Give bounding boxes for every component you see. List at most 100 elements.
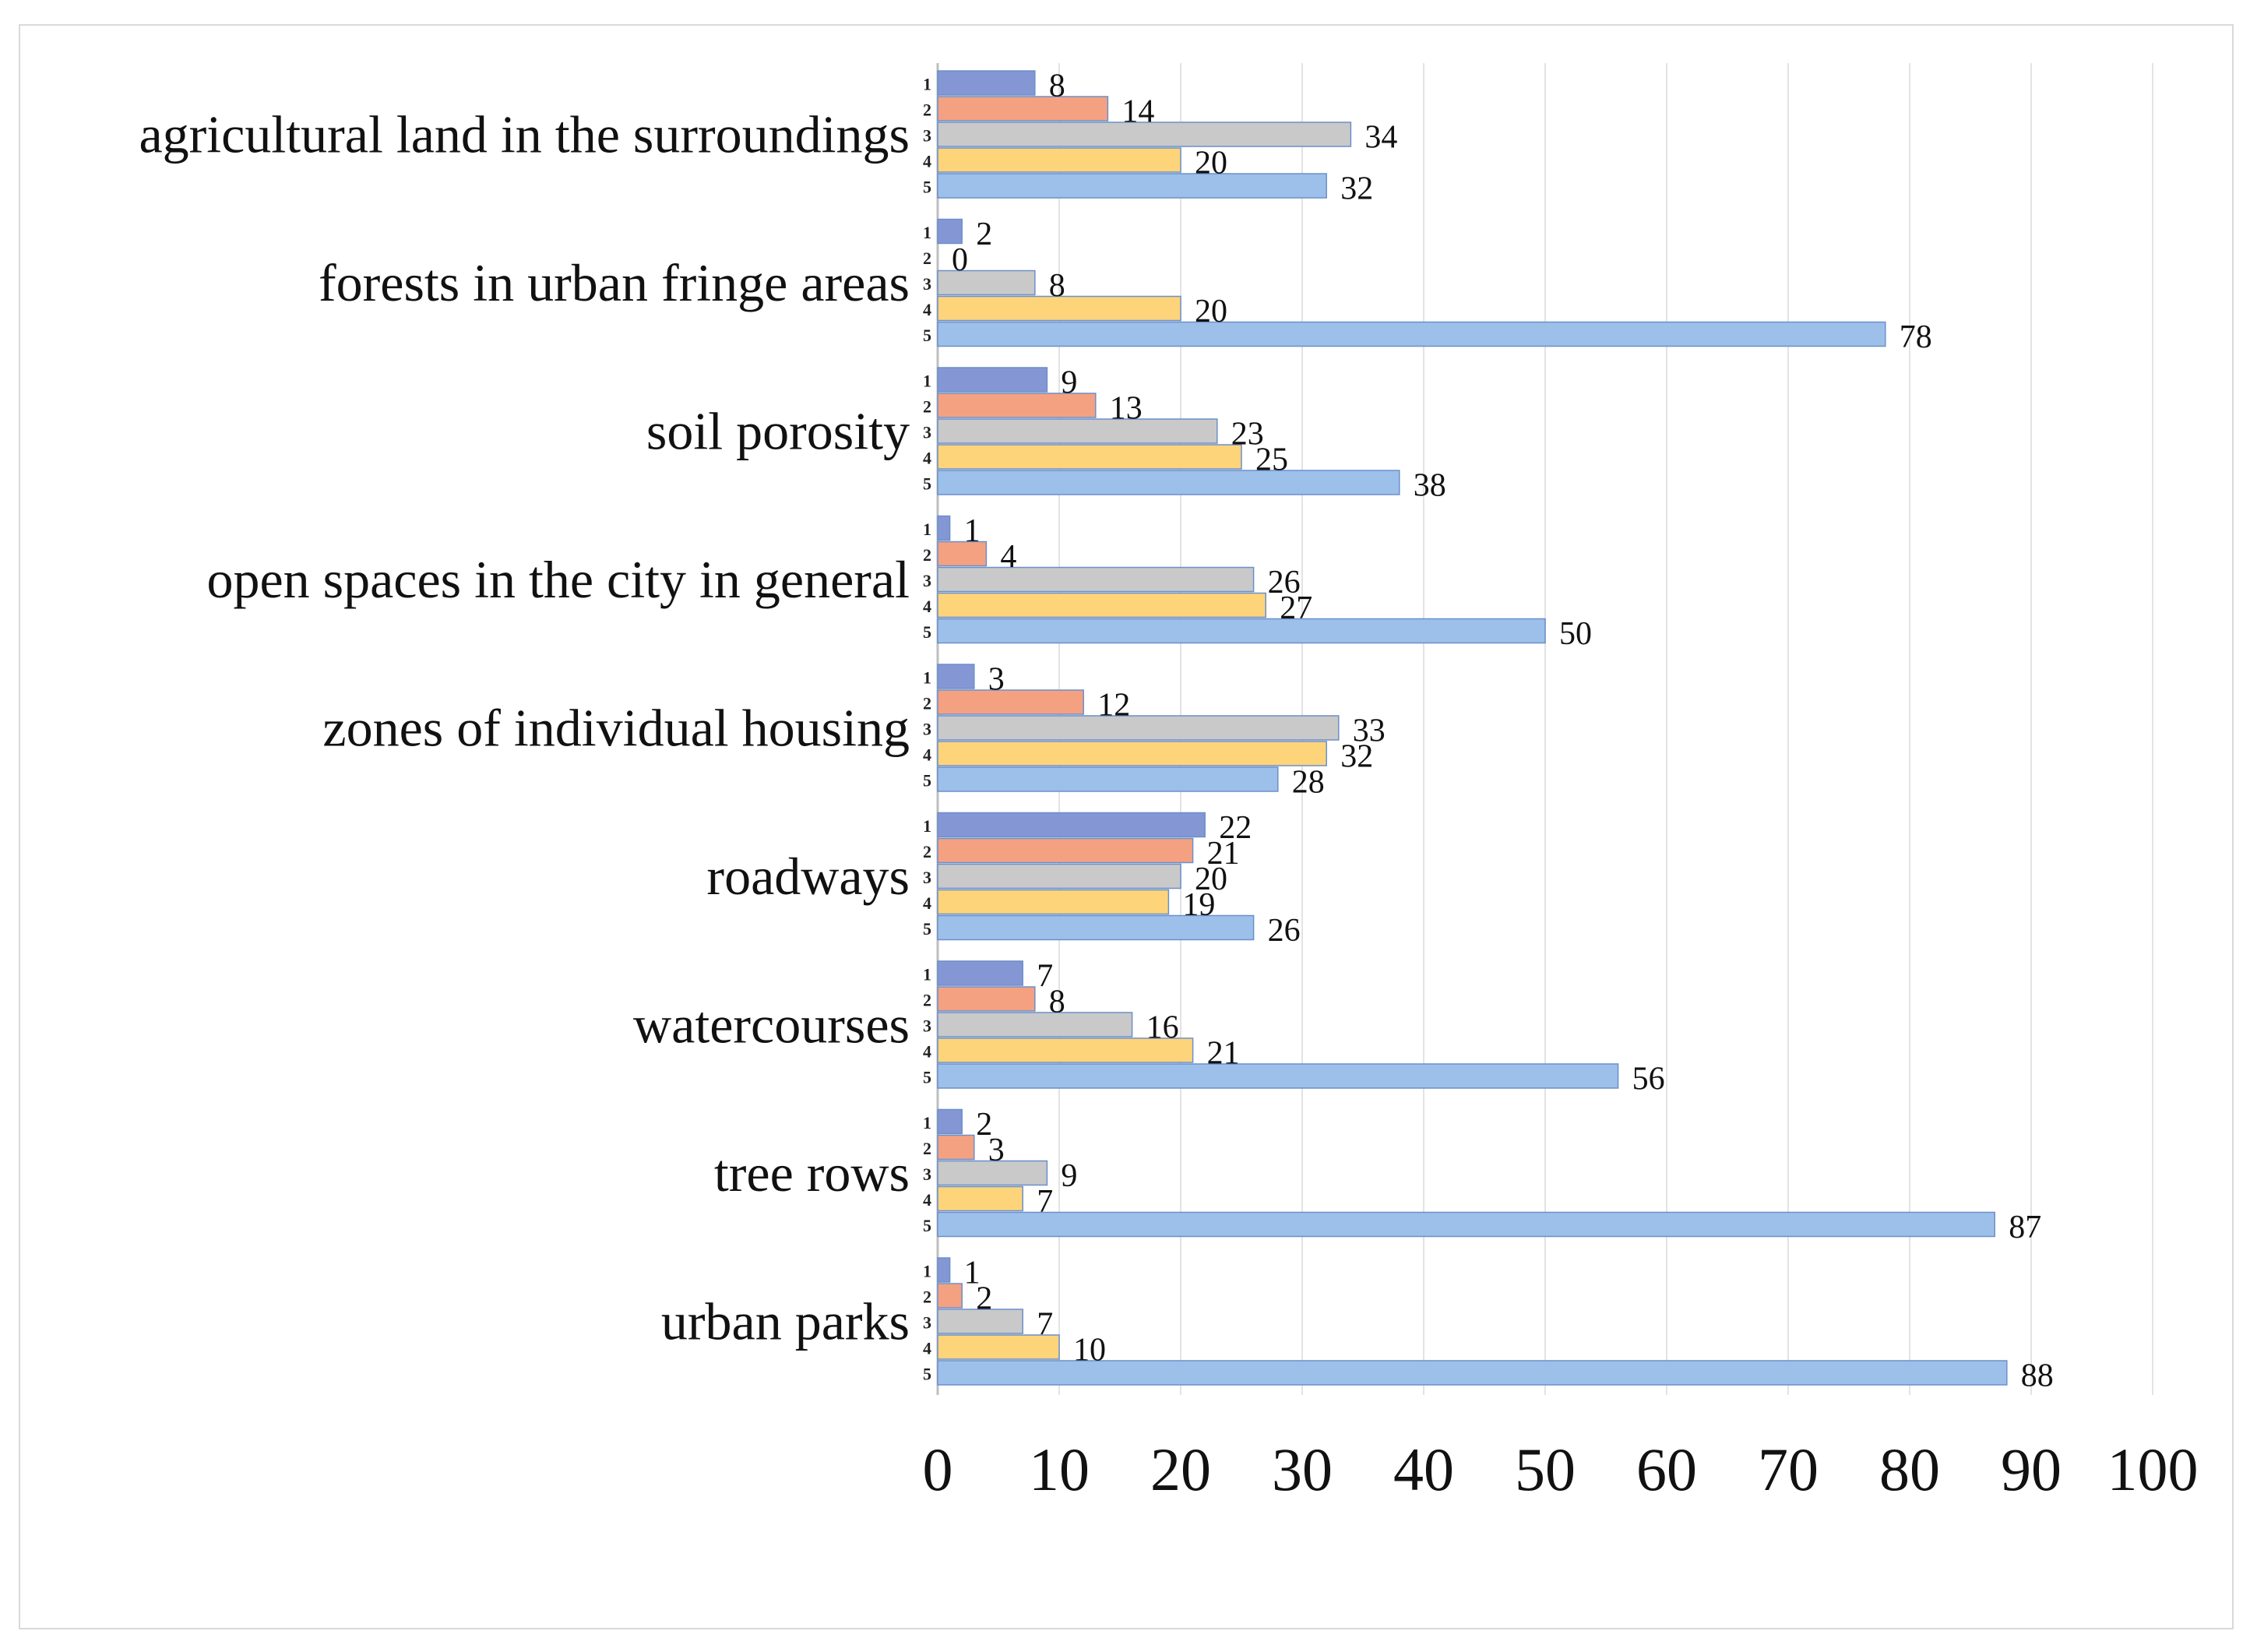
- bar-series-4: [937, 444, 1242, 470]
- value-label: 12: [1097, 688, 1130, 724]
- bar-chart: 1234512345123451234512345123451234512345…: [139, 63, 2199, 1503]
- rank-label-4: 4: [923, 1042, 931, 1062]
- rank-label-5: 5: [923, 326, 931, 345]
- rank-label-4: 4: [923, 152, 931, 171]
- bar-series-4: [937, 1185, 1023, 1212]
- value-label: 3: [988, 662, 1005, 698]
- bar-series-4: [937, 1334, 1060, 1360]
- value-label: 8: [1049, 69, 1065, 104]
- rank-label-1: 1: [923, 75, 931, 94]
- x-tick-80: 80: [1879, 1435, 1940, 1503]
- value-label: 33: [1353, 713, 1386, 749]
- value-label: 7: [1037, 959, 1053, 995]
- value-label: 8: [1049, 985, 1065, 1020]
- rank-label-1: 1: [923, 1113, 931, 1132]
- x-tick-40: 40: [1393, 1435, 1454, 1503]
- rank-label-5: 5: [923, 178, 931, 197]
- rank-label-5: 5: [923, 1068, 931, 1087]
- rank-label-3: 3: [923, 720, 931, 739]
- rank-label-3: 3: [923, 1164, 931, 1184]
- rank-label-4: 4: [923, 893, 931, 913]
- bar-series-2: [937, 541, 988, 567]
- rank-label-4: 4: [923, 300, 931, 319]
- x-tick-70: 70: [1758, 1435, 1819, 1503]
- bar-series-5: [937, 766, 1279, 792]
- rank-label-5: 5: [923, 1216, 931, 1235]
- value-label: 20: [1195, 861, 1227, 897]
- rank-label-2: 2: [923, 694, 931, 713]
- value-label: 27: [1280, 590, 1312, 626]
- value-label: 2: [976, 217, 992, 252]
- category-labels: agricultural land in the surroundings for…: [139, 105, 910, 1351]
- category-label: tree rows: [714, 1143, 910, 1203]
- x-tick-labels: 0 10 20 30 40 50 60 70 80 90 100: [923, 1435, 2199, 1503]
- bar-series-3: [937, 715, 1340, 741]
- bar-series-4: [937, 741, 1327, 766]
- bar-series-5: [937, 1360, 2008, 1386]
- bar-series-5: [937, 470, 1400, 495]
- value-label: 23: [1231, 417, 1264, 453]
- category-label: zones of individual housing: [322, 699, 910, 758]
- category-label: watercourses: [633, 995, 910, 1055]
- value-label: 20: [1195, 146, 1227, 181]
- value-label: 9: [1061, 365, 1077, 401]
- bar-series-2: [937, 837, 1194, 864]
- rank-label-2: 2: [923, 545, 931, 565]
- x-tick-90: 90: [2001, 1435, 2062, 1503]
- x-tick-0: 0: [923, 1435, 953, 1503]
- bar-series-1: [937, 515, 951, 541]
- bar-series-1: [937, 218, 963, 245]
- rank-labels: 1 2 3 4 5 1 2 3 4 5 1 2 3 4 5 1 2 3 4 5 1 2 3 4 5 1 2 3 4 5 1 2 3 4 5 1 2 3 4 5…: [923, 75, 931, 1384]
- rank-label-5: 5: [923, 771, 931, 791]
- category-label: forests in urban fringe areas: [319, 253, 910, 312]
- rank-label-1: 1: [923, 965, 931, 985]
- bar-series-1: [937, 1257, 951, 1283]
- bar-series-3: [937, 122, 1352, 147]
- value-label: 7: [1037, 1184, 1053, 1220]
- bar-series-3: [937, 566, 1255, 593]
- bar-series-5: [937, 618, 1546, 644]
- bar-series-3: [937, 1309, 1023, 1334]
- value-label: 19: [1182, 887, 1215, 923]
- category-label: urban parks: [661, 1292, 910, 1351]
- value-label: 22: [1219, 810, 1252, 846]
- bar-series-1: [937, 70, 1036, 96]
- rank-label-3: 3: [923, 868, 931, 887]
- rank-label-4: 4: [923, 1190, 931, 1210]
- rank-label-2: 2: [923, 1287, 931, 1307]
- rank-label-3: 3: [923, 423, 931, 442]
- rank-label-1: 1: [923, 816, 931, 836]
- rank-label-3: 3: [923, 126, 931, 146]
- category-label: soil porosity: [646, 402, 910, 461]
- value-label: 1: [964, 513, 981, 549]
- rank-label-3: 3: [923, 1016, 931, 1036]
- bars: [937, 70, 2008, 1386]
- bar-series-2: [937, 1283, 963, 1309]
- bar-series-2: [937, 96, 1109, 122]
- bar-series-2: [937, 393, 1097, 418]
- bar-series-5: [937, 321, 1886, 347]
- bar-series-4: [937, 889, 1170, 915]
- bar-series-1: [937, 1108, 963, 1135]
- category-label: open spaces in the city in general: [206, 550, 910, 609]
- rank-label-2: 2: [923, 991, 931, 1010]
- value-label: 1: [964, 1256, 981, 1291]
- value-label: 10: [1073, 1333, 1106, 1368]
- category-label: roadways: [706, 847, 910, 906]
- x-tick-60: 60: [1636, 1435, 1697, 1503]
- rank-label-1: 1: [923, 668, 931, 688]
- value-labels: 8143420322082078913232538142627503123332…: [952, 69, 2054, 1394]
- bar-series-2: [937, 689, 1084, 715]
- bar-series-1: [937, 812, 1206, 838]
- bar-series-5: [937, 914, 1255, 941]
- x-tick-20: 20: [1150, 1435, 1211, 1503]
- rank-label-4: 4: [923, 1339, 931, 1358]
- value-label: 34: [1364, 120, 1397, 156]
- value-label: 78: [1900, 319, 1932, 355]
- rank-label-3: 3: [923, 274, 931, 294]
- bar-series-2: [937, 1134, 975, 1161]
- value-label: 13: [1110, 391, 1143, 427]
- bar-series-4: [937, 295, 1181, 322]
- gridlines: [936, 63, 2153, 1395]
